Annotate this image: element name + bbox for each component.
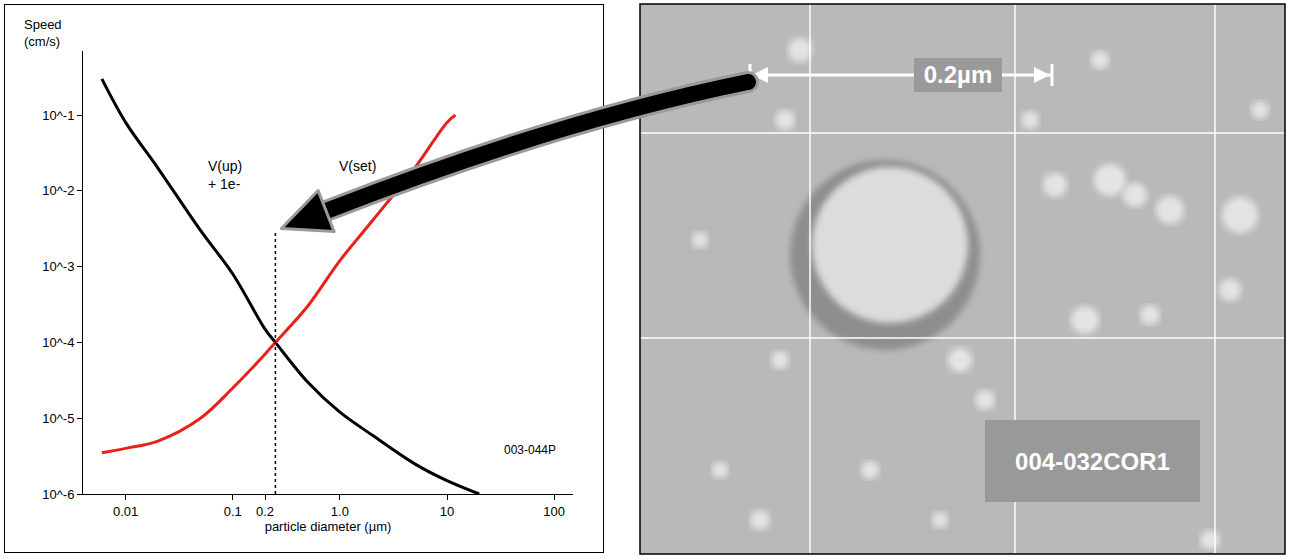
svg-text:10^-6: 10^-6 — [42, 487, 74, 502]
svg-text:1.0: 1.0 — [331, 504, 349, 519]
svg-text:V(up)+ 1e-: V(up)+ 1e- — [208, 158, 242, 192]
svg-text:0.2µm: 0.2µm — [924, 61, 993, 88]
svg-text:10^-3: 10^-3 — [42, 259, 74, 274]
svg-text:0.2: 0.2 — [256, 504, 274, 519]
svg-text:100: 100 — [543, 504, 565, 519]
svg-text:10^-5: 10^-5 — [42, 411, 74, 426]
svg-text:0.1: 0.1 — [224, 504, 242, 519]
svg-text:10^-2: 10^-2 — [42, 183, 74, 198]
svg-text:10: 10 — [440, 504, 454, 519]
svg-text:10^-4: 10^-4 — [42, 335, 74, 350]
svg-text:V(set): V(set) — [339, 158, 376, 174]
svg-text:Speed(cm/s): Speed(cm/s) — [24, 17, 62, 49]
svg-text:particle diameter (µm): particle diameter (µm) — [265, 519, 392, 534]
svg-text:0.01: 0.01 — [113, 504, 138, 519]
svg-text:003-044P: 003-044P — [504, 443, 556, 457]
svg-text:10^-1: 10^-1 — [42, 108, 74, 123]
svg-text:004-032COR1: 004-032COR1 — [1015, 448, 1170, 475]
